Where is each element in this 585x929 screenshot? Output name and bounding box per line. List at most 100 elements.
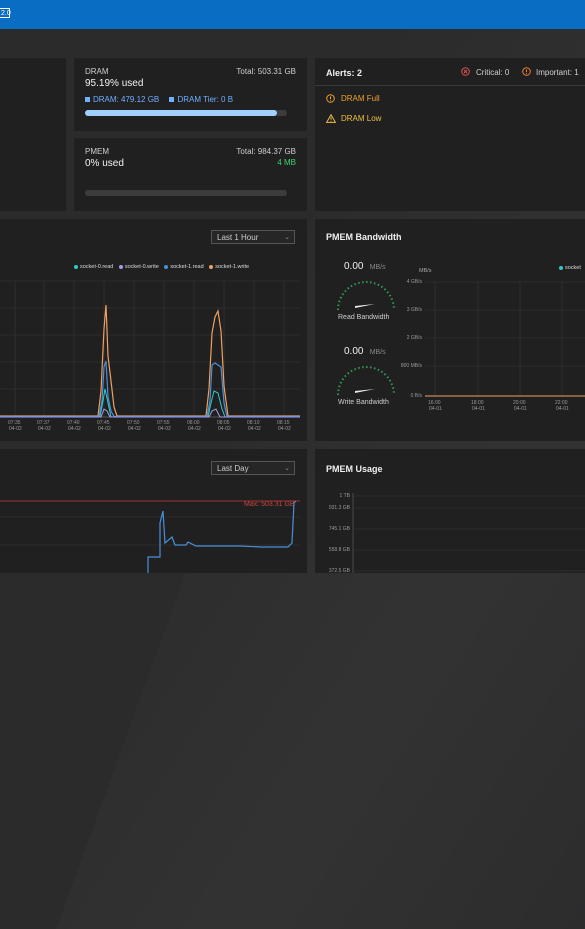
axis-tick-label: 07:37	[37, 420, 50, 426]
dram-usage-bar	[85, 110, 287, 116]
axis-tick-label: 04-02	[9, 426, 22, 432]
dram-used-percent: 95.19% used	[85, 78, 144, 89]
axis-tick-label: 0 B/s	[410, 393, 422, 399]
pmem-usage-card: PMEM Usage 1 TB 931.3 GB 745.1 GB 558.8 GB 3…	[315, 449, 585, 574]
max-label: Max: 503.31 GB	[244, 501, 295, 508]
time-range-value: Last 1 Hour	[217, 233, 259, 242]
write-bandwidth-value: 0.00 MB/s	[344, 346, 386, 357]
chart-legend: socket-0.read socket-0.write socket-1.re…	[70, 264, 249, 270]
pmem-bandwidth-card: PMEM Bandwidth 0.00 MB/s Read Bandwidth …	[315, 219, 585, 441]
usage-series	[147, 500, 297, 573]
dram-legend: DRAM: 479.12 GB DRAM Tier: 0 B	[85, 95, 233, 104]
warning-circle-icon	[326, 94, 335, 103]
series-socket-0-write	[0, 408, 300, 418]
axis-tick-label: 1 TB	[339, 493, 350, 499]
axis-tick-label: 04-01	[514, 406, 527, 412]
alerts-card: Alerts: 2 Critical: 0 Important: 1 DRAM …	[315, 58, 585, 211]
critical-icon	[461, 67, 470, 76]
axis-tick-label: 04-02	[98, 426, 111, 432]
axis-tick-label: 558.8 GB	[328, 547, 350, 553]
critical-count: Critical: 0	[476, 68, 510, 77]
legend-label: socket-0.read	[80, 264, 114, 270]
write-bandwidth-unit: MB/s	[369, 349, 386, 356]
dram-tier-swatch	[169, 97, 175, 102]
legend-label: socket	[565, 265, 581, 271]
axis-tick-label: 372.5 GB	[328, 568, 350, 574]
write-bandwidth-number: 0.00	[344, 346, 364, 357]
series-socket-1-write	[0, 304, 300, 417]
axis-tick-label: 04-02	[248, 426, 261, 432]
time-range-select[interactable]: Last Day ⌄	[211, 461, 295, 475]
axis-tick-label: 04-02	[158, 426, 171, 432]
axis-tick-label: 04-02	[38, 426, 51, 432]
axis-tick-label: 2 GB/s	[406, 335, 422, 341]
axis-tick-label: 08:00	[187, 420, 200, 426]
axis-tick-label: 04-02	[128, 426, 141, 432]
read-gauge	[337, 281, 395, 311]
alert-item[interactable]: DRAM Low	[326, 113, 576, 125]
pmem-capacity-card: PMEM Total: 984.37 GB 0% used 4 MB	[74, 138, 307, 211]
legend-label: socket-1.write	[215, 264, 250, 270]
axis-tick-label: 07:50	[127, 420, 140, 426]
axis-tick-label: 04-02	[68, 426, 81, 432]
dram-bandwidth-chart	[0, 280, 300, 418]
important-count: Important: 1	[536, 68, 579, 77]
axis-tick-label: 08:15	[277, 420, 290, 426]
axis-tick-label: 04-01	[556, 406, 569, 412]
pmem-used-percent: 0% used	[85, 158, 124, 169]
axis-tick-label: 07:35	[8, 420, 21, 426]
read-bandwidth-unit: MB/s	[369, 264, 386, 271]
pmem-usage-chart	[352, 493, 585, 573]
axis-tick-label: 04-02	[188, 426, 201, 432]
axis-tick-label: 20:00	[513, 400, 526, 406]
pmem-usage-title: PMEM Usage	[326, 464, 383, 474]
axis-tick-label: 18:00	[471, 400, 484, 406]
time-range-value: Last Day	[217, 464, 249, 473]
axis-tick-label: 4 GB/s	[406, 279, 422, 285]
dram-capacity-card: DRAM Total: 503.31 GB 95.19% used DRAM: …	[74, 58, 307, 131]
alert-label: DRAM Full	[341, 94, 380, 103]
series-socket-0-read	[0, 388, 300, 418]
warning-triangle-icon	[326, 114, 336, 123]
dram-total: Total: 503.31 GB	[236, 67, 296, 76]
read-bandwidth-label: Read Bandwidth	[338, 314, 390, 321]
important-icon	[522, 67, 531, 76]
axis-tick-label: 22:00	[555, 400, 568, 406]
axis-tick-label: 745.1 GB	[328, 526, 350, 532]
axis-tick-label: 800 MB/s	[400, 363, 422, 369]
alerts-title: Alerts: 2	[326, 68, 363, 78]
y-axis-unit: MB/s	[419, 268, 432, 274]
axis-tick-label: 07:45	[97, 420, 110, 426]
time-range-select[interactable]: Last 1 Hour ⌄	[211, 230, 295, 244]
pmem-used-amount: 4 MB	[277, 158, 296, 167]
dram-usage-bar-fill	[85, 110, 277, 116]
top-nav-bar: 2.0	[0, 0, 585, 29]
write-bandwidth-label: Write Bandwidth	[338, 399, 389, 406]
pmem-total: Total: 984.37 GB	[236, 147, 296, 156]
axis-tick-label: 08:05	[217, 420, 230, 426]
dram-bandwidth-card: Last 1 Hour ⌄ socket-0.read socket-0.wri…	[0, 219, 307, 441]
chevron-down-icon: ⌄	[284, 465, 290, 472]
dram-tier-label: DRAM Tier: 0 B	[177, 95, 234, 104]
legend-swatch	[74, 264, 78, 269]
axis-tick-label: 07:40	[67, 420, 80, 426]
pmem-bandwidth-title: PMEM Bandwidth	[326, 232, 402, 242]
dram-legend-label: DRAM: 479.12 GB	[93, 95, 160, 104]
legend-swatch	[209, 264, 214, 269]
read-bandwidth-value: 0.00 MB/s	[344, 261, 386, 272]
alerts-divider	[315, 85, 585, 86]
chart-legend: socket	[555, 265, 581, 271]
dram-usage-card: Last Day ⌄ Max: 503.31 GB	[0, 449, 307, 573]
alert-label: DRAM Low	[341, 114, 382, 123]
axis-tick-label: 08:10	[247, 420, 260, 426]
pmem-usage-bar	[85, 190, 287, 196]
axis-tick-label: 04-02	[278, 426, 291, 432]
dram-title: DRAM	[85, 67, 109, 76]
version-badge: 2.0	[0, 8, 11, 18]
axis-tick-label: 04-02	[218, 426, 231, 432]
alert-item[interactable]: DRAM Full	[326, 93, 576, 105]
legend-swatch	[118, 264, 123, 269]
axis-tick-label: 931.3 GB	[328, 505, 350, 511]
axis-tick-label: 07:55	[157, 420, 170, 426]
legend-swatch	[164, 264, 169, 269]
